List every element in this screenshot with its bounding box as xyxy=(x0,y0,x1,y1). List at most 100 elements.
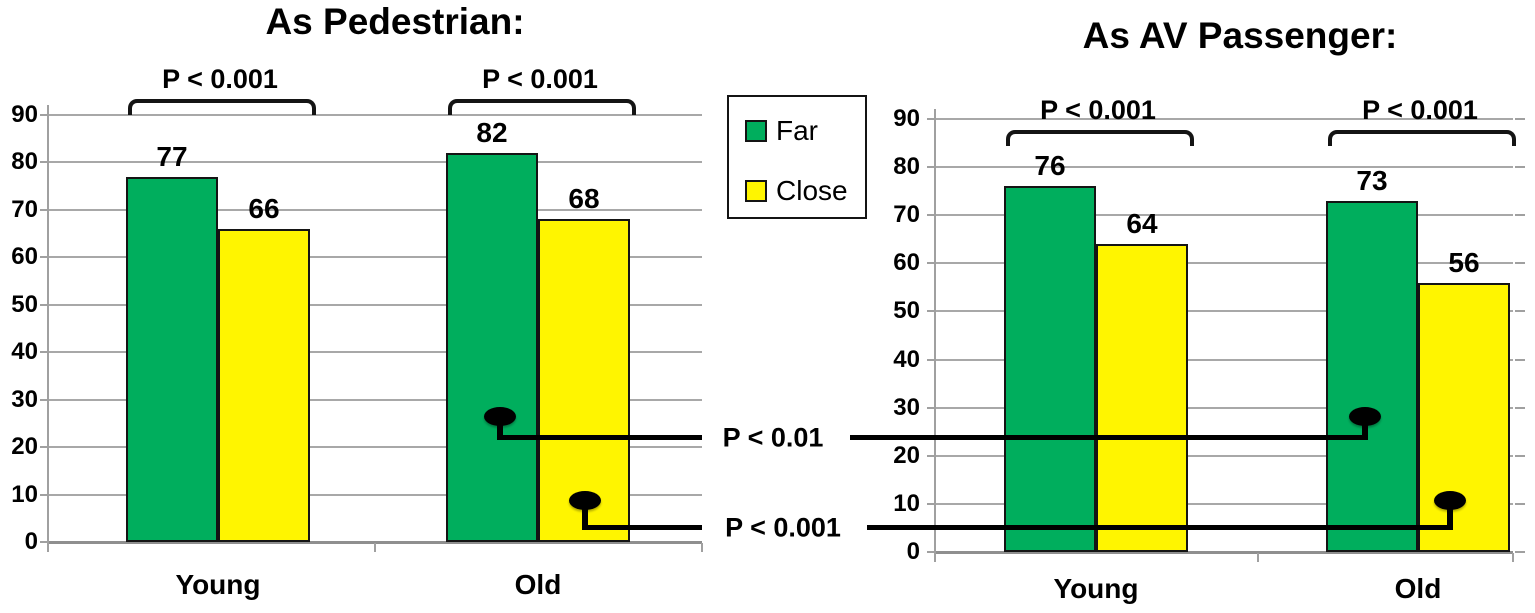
connector-label-close-old-bars: P < 0.001 xyxy=(725,512,841,543)
legend-item-far: Far xyxy=(745,117,818,145)
y-tick-label: 40 xyxy=(893,345,920,373)
gridline xyxy=(48,446,702,449)
y-tick-label: 30 xyxy=(11,385,38,413)
bar-value-label: 73 xyxy=(1356,164,1388,196)
connector-line xyxy=(497,435,702,440)
significance-bracket-label: P < 0.001 xyxy=(1362,95,1478,125)
y-axis-tick xyxy=(927,262,935,265)
x-axis-tick xyxy=(1512,553,1514,562)
bar-pedestrian-young-far xyxy=(126,176,218,542)
y-axis-tick xyxy=(40,208,48,211)
connector-line xyxy=(582,525,702,530)
gridline xyxy=(48,256,702,259)
gridline xyxy=(935,262,1513,265)
gridline xyxy=(48,114,702,116)
legend: Far Close xyxy=(727,95,867,219)
connector-stem xyxy=(1362,417,1368,437)
gridline xyxy=(48,493,702,496)
gridline xyxy=(935,118,1513,120)
pedestrian-chart-title: As Pedestrian: xyxy=(265,1,525,42)
y-tick-label: 10 xyxy=(893,489,920,517)
bar-av-passenger-young-close xyxy=(1096,244,1188,552)
right-edge-tick xyxy=(1515,262,1525,265)
right-edge-tick xyxy=(1515,166,1525,169)
y-axis-tick xyxy=(40,256,48,259)
gridline xyxy=(935,406,1513,409)
bar-value-label: 66 xyxy=(248,192,280,224)
y-tick-label: 80 xyxy=(11,148,38,176)
y-axis-tick xyxy=(40,398,48,401)
y-axis-line xyxy=(47,105,49,552)
y-tick-label: 20 xyxy=(11,433,38,461)
bar-av-passenger-young-far xyxy=(1004,186,1096,552)
x-axis-tick xyxy=(374,543,376,552)
legend-label-far: Far xyxy=(776,115,818,146)
right-edge-tick xyxy=(1515,454,1525,457)
y-axis-tick xyxy=(927,214,935,217)
y-axis-tick xyxy=(927,502,935,505)
y-axis-tick xyxy=(927,358,935,361)
y-tick-label: 40 xyxy=(11,338,38,366)
gridline xyxy=(935,502,1513,505)
close-swatch xyxy=(745,180,767,202)
y-axis-tick xyxy=(927,166,935,169)
right-edge-tick xyxy=(1515,310,1525,313)
gridline xyxy=(935,214,1513,217)
connector-line xyxy=(850,435,1368,440)
gridline xyxy=(935,454,1513,457)
x-axis-tick xyxy=(934,553,936,562)
bar-value-label: 82 xyxy=(476,116,508,148)
gridline xyxy=(48,208,702,211)
x-axis-tick xyxy=(1257,553,1259,562)
gridline xyxy=(48,351,702,354)
y-axis-tick xyxy=(40,114,48,116)
legend-label-close: Close xyxy=(776,175,848,206)
bar-value-label: 77 xyxy=(156,140,188,172)
y-tick-label: 90 xyxy=(11,101,38,128)
bar-pedestrian-old-far xyxy=(446,152,538,542)
bar-pedestrian-young-close xyxy=(218,228,310,542)
right-edge-tick xyxy=(1515,406,1525,409)
connector-stem xyxy=(1447,501,1453,527)
y-axis-tick xyxy=(40,351,48,354)
connector-line xyxy=(867,525,1453,530)
connector-dot xyxy=(484,407,516,426)
y-tick-label: 0 xyxy=(906,538,920,565)
gridline xyxy=(48,541,702,544)
gridline xyxy=(48,303,702,306)
connector-dot xyxy=(1349,407,1381,426)
significance-bracket xyxy=(448,99,636,115)
right-edge-tick xyxy=(1515,118,1525,120)
significance-bracket xyxy=(1328,130,1516,146)
av-passenger-chart-title: As AV Passenger: xyxy=(1082,15,1398,56)
y-tick-label: 50 xyxy=(893,297,920,325)
legend-item-close: Close xyxy=(745,177,848,205)
right-edge-tick xyxy=(1515,502,1525,505)
connector-stem xyxy=(582,501,588,527)
y-tick-label: 50 xyxy=(11,290,38,318)
x-axis-tick xyxy=(47,543,49,552)
y-tick-label: 20 xyxy=(893,441,920,469)
significance-bracket xyxy=(1006,130,1194,146)
y-tick-label: 0 xyxy=(24,528,38,555)
connector-label-far-old-bars: P < 0.01 xyxy=(722,422,824,453)
bar-value-label: 76 xyxy=(1034,150,1066,182)
y-axis-tick xyxy=(40,493,48,496)
y-axis-tick xyxy=(40,541,48,543)
x-category-label: Young xyxy=(1053,573,1139,604)
y-tick-label: 60 xyxy=(893,249,920,277)
y-axis-tick xyxy=(40,303,48,306)
y-tick-label: 60 xyxy=(11,243,38,271)
bar-value-label: 64 xyxy=(1126,208,1158,240)
y-tick-label: 30 xyxy=(893,393,920,421)
y-axis-tick xyxy=(40,161,48,164)
right-edge-tick xyxy=(1515,551,1525,553)
y-axis-tick xyxy=(927,551,935,553)
gridline xyxy=(935,310,1513,313)
connector-dot xyxy=(1434,491,1466,510)
bar-av-passenger-old-far xyxy=(1326,200,1418,552)
connector-stem xyxy=(497,417,503,437)
significance-bracket xyxy=(128,99,316,115)
gridline xyxy=(48,161,702,164)
y-tick-label: 80 xyxy=(893,153,920,181)
